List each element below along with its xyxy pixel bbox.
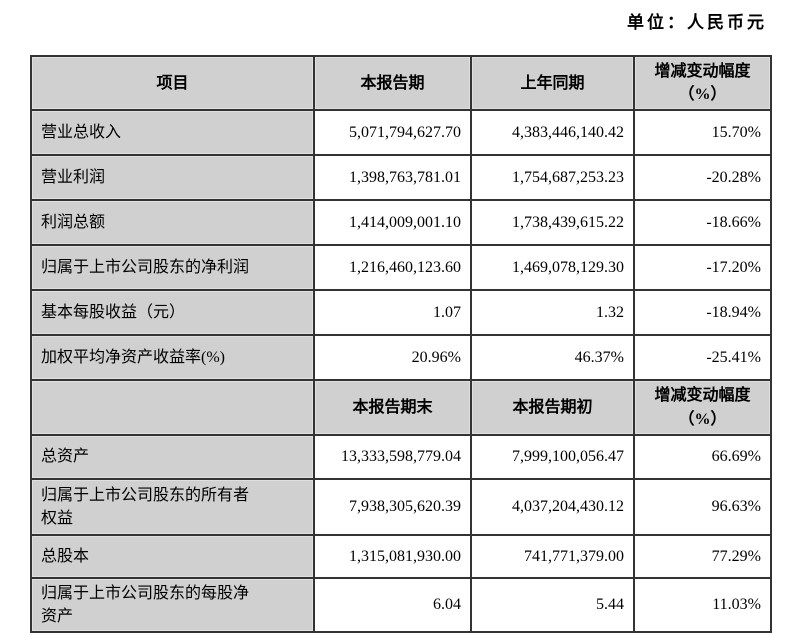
value-current: 1,315,081,930.00 — [313, 533, 472, 579]
table-row-weighted-avg-roe: 加权平均净资产收益率(%) 20.96% 46.37% -25.41% — [30, 334, 772, 382]
value-current: 13,333,598,779.04 — [313, 433, 472, 480]
table-row-total-revenue: 营业总收入 5,071,794,627.70 4,383,446,140.42 … — [30, 109, 772, 157]
table-row-total-assets: 总资产 13,333,598,779.04 7,999,100,056.47 6… — [30, 433, 772, 480]
header-cell-item: 项目 — [30, 54, 315, 112]
value-prior: 4,383,446,140.42 — [470, 109, 635, 157]
table-row-net-assets-per-share: 归属于上市公司股东的每股净 资产 6.04 5.44 11.03% — [30, 576, 772, 634]
header-cell-current-period: 本报告期 — [313, 54, 472, 112]
value-prior: 1,738,439,615.22 — [470, 199, 635, 247]
row-label: 利润总额 — [30, 199, 315, 247]
value-prior: 46.37% — [470, 334, 635, 382]
table-row-operating-profit: 营业利润 1,398,763,781.01 1,754,687,253.23 -… — [30, 154, 772, 202]
value-current: 5,071,794,627.70 — [313, 109, 472, 157]
table-row-basic-eps: 基本每股收益（元） 1.07 1.32 -18.94% — [30, 289, 772, 337]
value-change: -25.41% — [633, 334, 772, 382]
table-row-owners-equity-attributable: 归属于上市公司股东的所有者 权益 7,938,305,620.39 4,037,… — [30, 477, 772, 536]
value-current: 1,398,763,781.01 — [313, 154, 472, 202]
value-prior: 7,999,100,056.47 — [470, 433, 635, 480]
header-cell-change-pct: 增减变动幅度 （%） — [633, 379, 772, 436]
value-change: 96.63% — [633, 477, 772, 536]
value-change: 77.29% — [633, 533, 772, 579]
header-cell-change-pct: 增减变动幅度 （%） — [633, 54, 772, 112]
value-prior: 1,754,687,253.23 — [470, 154, 635, 202]
value-change: 11.03% — [633, 576, 772, 634]
value-current: 20.96% — [313, 334, 472, 382]
value-prior: 1.32 — [470, 289, 635, 337]
value-prior: 4,037,204,430.12 — [470, 477, 635, 536]
value-current: 7,938,305,620.39 — [313, 477, 472, 536]
header-cell-period-begin: 本报告期初 — [470, 379, 635, 436]
row-label: 总资产 — [30, 433, 315, 480]
value-change: -18.94% — [633, 289, 772, 337]
value-prior: 1,469,078,129.30 — [470, 244, 635, 292]
table-row-total-profit: 利润总额 1,414,009,001.10 1,738,439,615.22 -… — [30, 199, 772, 247]
value-change: -17.20% — [633, 244, 772, 292]
table-row-total-share-capital: 总股本 1,315,081,930.00 741,771,379.00 77.2… — [30, 533, 772, 579]
unit-label: 单位：人民币元 — [627, 13, 767, 32]
value-change: 66.69% — [633, 433, 772, 480]
value-change: -20.28% — [633, 154, 772, 202]
value-current: 6.04 — [313, 576, 472, 634]
header-cell-prior-period: 上年同期 — [470, 54, 635, 112]
financial-summary-table: 项目 本报告期 上年同期 增减变动幅度 （%） 营业总收入 5,071,794,… — [30, 54, 772, 634]
row-label: 加权平均净资产收益率(%) — [30, 334, 315, 382]
value-current: 1,216,460,123.60 — [313, 244, 472, 292]
table-row-net-profit-attributable: 归属于上市公司股东的净利润 1,216,460,123.60 1,469,078… — [30, 244, 772, 292]
section1-header-row: 项目 本报告期 上年同期 增减变动幅度 （%） — [30, 54, 772, 112]
value-prior: 741,771,379.00 — [470, 533, 635, 579]
row-label: 营业利润 — [30, 154, 315, 202]
row-label: 基本每股收益（元） — [30, 289, 315, 337]
row-label: 归属于上市公司股东的每股净 资产 — [30, 576, 315, 634]
value-change: 15.70% — [633, 109, 772, 157]
value-current: 1,414,009,001.10 — [313, 199, 472, 247]
header-cell-period-end: 本报告期末 — [313, 379, 472, 436]
row-label: 总股本 — [30, 533, 315, 579]
header-cell-empty — [30, 379, 315, 436]
row-label: 归属于上市公司股东的净利润 — [30, 244, 315, 292]
value-current: 1.07 — [313, 289, 472, 337]
value-prior: 5.44 — [470, 576, 635, 634]
value-change: -18.66% — [633, 199, 772, 247]
row-label: 营业总收入 — [30, 109, 315, 157]
row-label: 归属于上市公司股东的所有者 权益 — [30, 477, 315, 536]
section2-header-row: 本报告期末 本报告期初 增减变动幅度 （%） — [30, 379, 772, 436]
